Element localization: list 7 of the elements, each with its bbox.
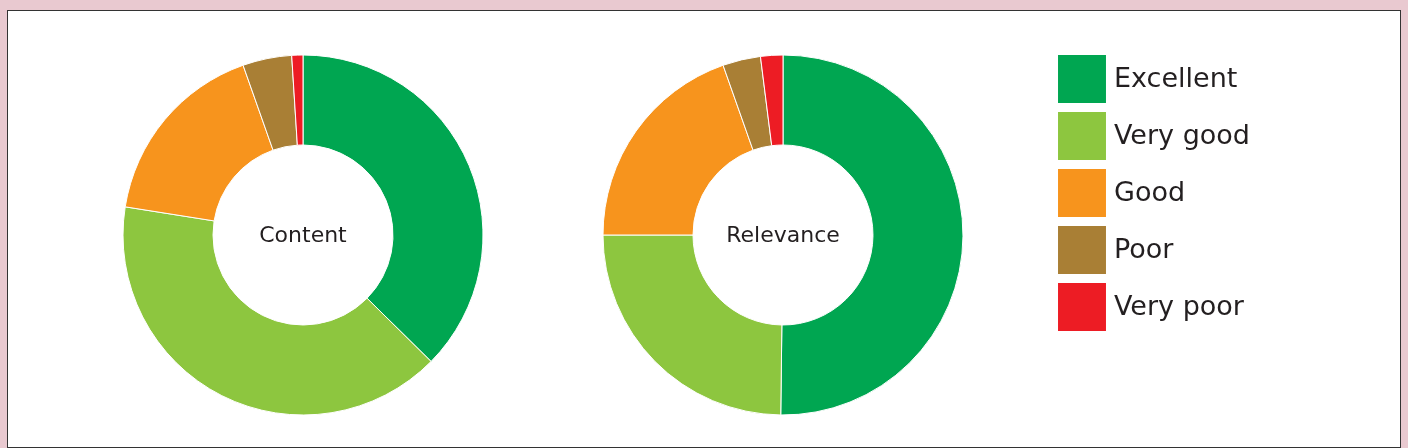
text: Content [259,222,348,247]
text: Relevance [726,222,840,247]
legend-label: Very poor [1114,290,1245,321]
legend-label: Excellent [1114,62,1238,93]
legend-label: Poor [1114,233,1175,264]
legend-label: Good [1114,176,1186,207]
legend-label: Very good [1114,119,1250,150]
